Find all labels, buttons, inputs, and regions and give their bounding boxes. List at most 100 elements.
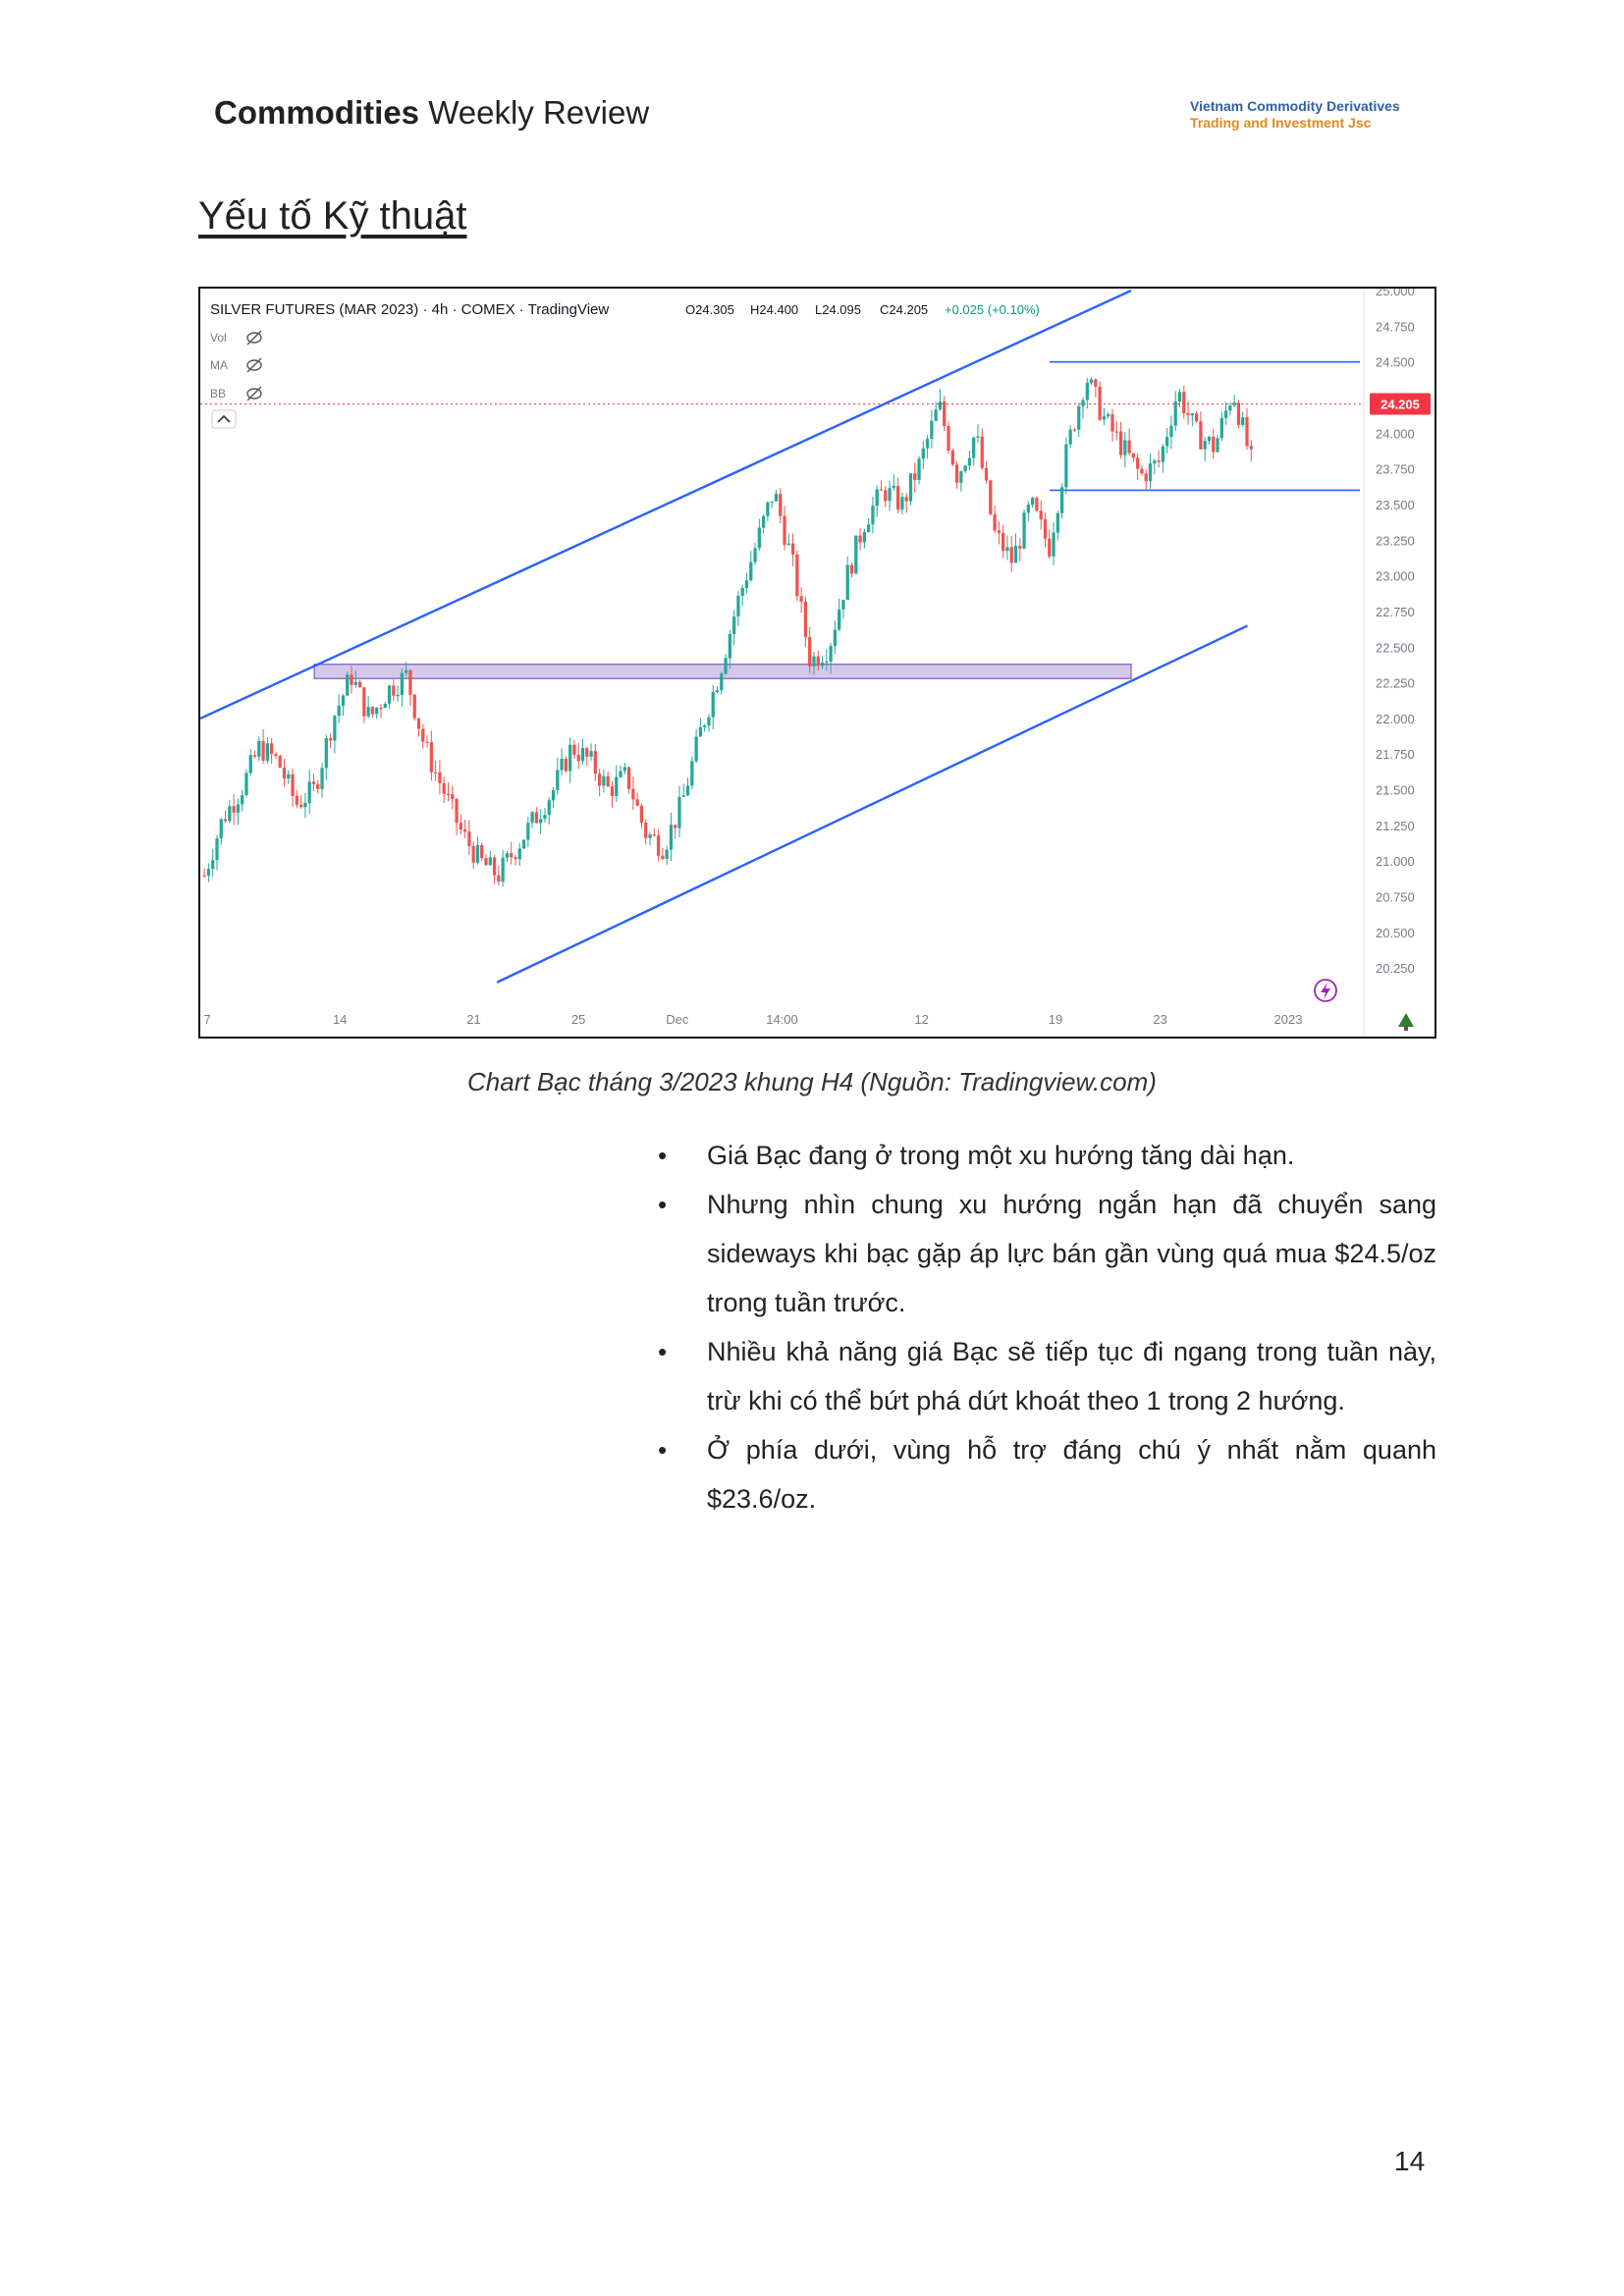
- candle-body: [989, 480, 993, 514]
- candle-body: [1173, 400, 1177, 426]
- candle-body: [740, 588, 744, 596]
- candle-body: [1056, 512, 1059, 533]
- candle-body: [884, 490, 888, 502]
- candle-body: [795, 554, 799, 597]
- candle-body: [1013, 546, 1018, 563]
- candle-body: [849, 564, 854, 574]
- candle-body: [206, 869, 211, 877]
- candle-body: [623, 767, 626, 772]
- candle-body: [396, 695, 400, 697]
- candle-body: [1236, 402, 1241, 425]
- candle-body: [459, 823, 462, 830]
- candle-body: [816, 656, 820, 667]
- candle-body: [526, 823, 530, 840]
- candle-body: [241, 795, 244, 805]
- ohlc-close: C24.205: [880, 302, 928, 317]
- candle-body: [353, 681, 357, 685]
- candle-body: [1148, 463, 1153, 482]
- candle-body: [711, 691, 715, 718]
- candle-body: [375, 708, 379, 715]
- candle-body: [333, 716, 337, 741]
- chart-svg: SILVER FUTURES (MAR 2023) · 4h · COMEX ·…: [200, 289, 1431, 1037]
- candle-body: [585, 748, 589, 757]
- candle-body: [1140, 468, 1144, 474]
- candle-body: [812, 656, 816, 667]
- candle-body: [572, 744, 576, 755]
- candle-body: [1131, 453, 1136, 458]
- candle-body: [1223, 410, 1228, 418]
- list-item: Ở phía dưới, vùng hỗ trợ đáng chú ý nhất…: [656, 1425, 1436, 1523]
- candle-body: [547, 800, 551, 816]
- candle-body: [808, 637, 812, 667]
- candle-body: [736, 595, 740, 617]
- x-tick-label: 19: [1049, 1012, 1062, 1027]
- candle-body: [799, 596, 803, 602]
- candle-body: [350, 674, 353, 685]
- candle-body: [1018, 546, 1022, 549]
- candle-body: [261, 740, 265, 761]
- logo-line-2: Trading and Investment Jsc: [1190, 115, 1372, 131]
- candle-body: [392, 685, 396, 696]
- candle-body: [202, 875, 206, 877]
- candle-body: [1089, 379, 1094, 384]
- candle-body: [728, 633, 731, 659]
- candle-body: [770, 501, 774, 503]
- candle-body: [698, 726, 703, 737]
- candle-body: [467, 831, 471, 846]
- candle-body: [1098, 386, 1102, 420]
- candle-body: [665, 849, 669, 859]
- candle-body: [871, 506, 875, 525]
- report-title-rest: Weekly Review: [419, 94, 650, 131]
- y-tick-label: 23.000: [1376, 569, 1415, 584]
- x-tick-label: 2023: [1274, 1012, 1303, 1027]
- candle-body: [892, 486, 895, 489]
- y-tick-label: 22.250: [1376, 676, 1415, 691]
- list-item: Nhưng nhìn chung xu hướng ngắn hạn đã ch…: [656, 1180, 1436, 1327]
- candle-body: [774, 494, 779, 502]
- candle-body: [674, 825, 677, 828]
- list-item: Nhiều khả năng giá Bạc sẽ tiếp tục đi ng…: [656, 1327, 1436, 1425]
- candle-body: [976, 436, 980, 438]
- candle-body: [783, 515, 786, 545]
- y-tick-label: 22.500: [1376, 640, 1415, 655]
- candle-body: [320, 768, 324, 789]
- candle-body: [913, 473, 917, 480]
- candle-body: [223, 819, 228, 822]
- ohlc-change: +0.025 (+0.10%): [945, 302, 1040, 317]
- x-tick-label: 14: [333, 1012, 347, 1027]
- candle-body: [1169, 425, 1173, 438]
- candle-body: [1199, 421, 1203, 450]
- candle-body: [434, 772, 438, 774]
- candle-body: [841, 600, 845, 610]
- candle-body: [228, 806, 232, 822]
- candle-body: [934, 409, 938, 421]
- collapse-chevron-icon[interactable]: [211, 409, 237, 429]
- indicator-vol: Vol: [210, 331, 227, 345]
- candle-body: [1182, 392, 1186, 413]
- candle-body: [400, 672, 405, 696]
- candle-body: [593, 751, 597, 774]
- hide-eye-icon[interactable]: [246, 330, 262, 401]
- candle-body: [366, 707, 370, 717]
- candle-body: [589, 751, 593, 757]
- candle-body: [707, 717, 711, 726]
- candle-body: [1212, 436, 1216, 453]
- ohlc-high: H24.400: [750, 302, 798, 317]
- x-tick-label: 25: [571, 1012, 585, 1027]
- candle-body: [1048, 538, 1052, 557]
- candle-body: [669, 825, 674, 850]
- candle-body: [757, 527, 761, 549]
- candle-body: [462, 829, 467, 832]
- candle-body: [236, 804, 241, 813]
- candle-body: [1043, 519, 1048, 539]
- candle-body: [1031, 498, 1035, 506]
- candle-body: [631, 788, 635, 800]
- candle-body: [854, 535, 858, 574]
- x-tick-label: 23: [1153, 1012, 1166, 1027]
- report-title-bold: Commodities: [214, 94, 420, 131]
- indicator-ma: MA: [210, 358, 228, 372]
- candle-body: [1219, 417, 1223, 439]
- candle-body: [291, 774, 295, 796]
- flash-icon[interactable]: [1314, 979, 1337, 1002]
- candle-body: [825, 661, 829, 664]
